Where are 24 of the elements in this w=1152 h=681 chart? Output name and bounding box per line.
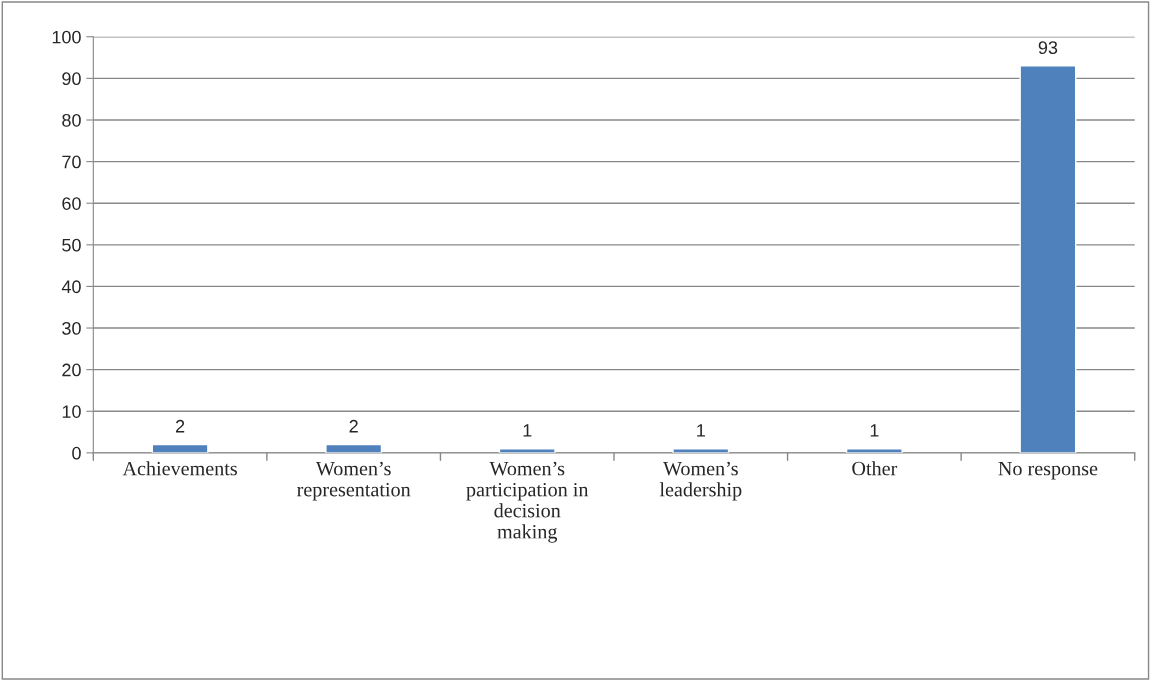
x-tick-label: Achievements (122, 461, 237, 476)
data-label: 1 (523, 424, 532, 437)
data-label: 1 (697, 424, 705, 437)
data-label: 2 (349, 419, 358, 433)
x-tick-label: Other (852, 461, 898, 476)
bar (1019, 65, 1077, 453)
y-tick-label: 40 (61, 280, 81, 294)
y-tick-label: 80 (62, 113, 81, 127)
y-tick-label: 50 (62, 238, 81, 252)
y-tick-label: 30 (62, 321, 81, 335)
y-tick-label: 70 (62, 155, 81, 169)
y-tick-label: 20 (62, 363, 81, 377)
y-tick-label: 100 (52, 30, 81, 44)
data-label: 2 (175, 419, 185, 433)
y-tick-label: 0 (72, 446, 81, 460)
x-tick-label: Women’s leadership (659, 461, 742, 501)
data-label: 93 (1038, 41, 1058, 54)
y-tick-label: 60 (62, 197, 81, 210)
x-tick-label: Women’s representation (297, 461, 411, 501)
y-tick-label: 90 (62, 72, 81, 86)
x-tick-label: Women’s participation in decision making (466, 461, 589, 543)
x-tick-label: No response (998, 461, 1098, 480)
data-label: 1 (870, 424, 879, 437)
y-tick-label: 10 (62, 405, 81, 418)
